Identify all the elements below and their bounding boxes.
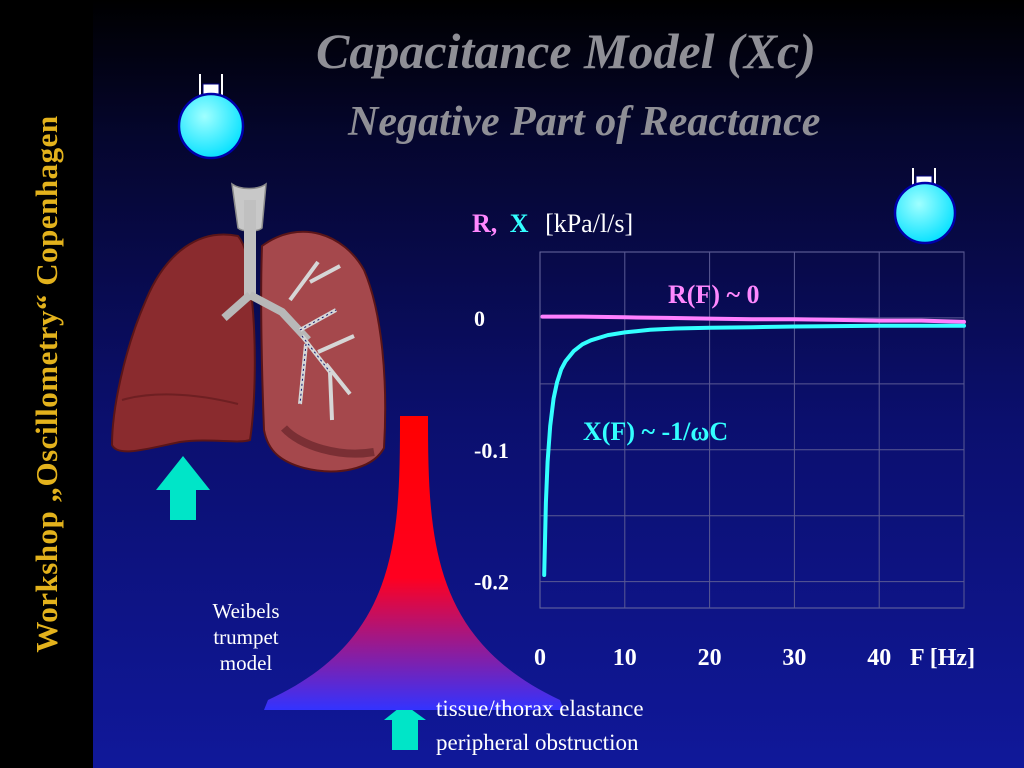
sidebar-banner: Workshop „Oscillometry“ Copenhagen: [0, 0, 93, 768]
chart-plot: 0 10 20 30 40 0 -0.1 -0.2: [474, 251, 966, 671]
x-axis-title: F [Hz]: [910, 645, 975, 671]
chart-series: [540, 314, 966, 577]
small-flask-icon: [893, 168, 957, 245]
tissue-label: tissue/thorax elastance peripheral obstr…: [436, 692, 644, 760]
weibel-line: model: [219, 651, 273, 675]
up-arrow-icon: [156, 456, 210, 520]
y-tick-label: 0: [474, 306, 485, 331]
y-axis-title-r: R,: [472, 209, 497, 238]
series-label-r: R(F) ~ 0: [668, 280, 760, 309]
y-tick-label: -0.2: [474, 570, 509, 595]
x-tick-label: 40: [867, 645, 891, 671]
tissue-line: peripheral obstruction: [436, 730, 639, 755]
x-tick-label: 30: [782, 645, 806, 671]
x-tick-label: 20: [698, 645, 722, 671]
slide-title: Capacitance Model (Xc): [316, 23, 816, 79]
tissue-line: tissue/thorax elastance: [436, 696, 644, 721]
series-line-x: [542, 323, 966, 577]
x-tick-label: 0: [534, 645, 546, 671]
weibel-line: trumpet: [213, 625, 279, 649]
y-axis-title: R, X [kPa/l/s]: [472, 209, 633, 238]
chart-ticks: 0 10 20 30 40 0 -0.1 -0.2: [474, 306, 891, 671]
series-label-x: X(F) ~ -1/ωC: [583, 417, 728, 446]
series-line-r: [540, 314, 966, 324]
up-arrow-icon: [384, 704, 426, 750]
weibel-line: Weibels: [212, 599, 280, 623]
y-axis-title-x: X: [510, 209, 529, 238]
lungs-icon: [110, 182, 387, 473]
x-tick-label: 10: [613, 645, 637, 671]
weibel-label: Weibels trumpet model: [186, 598, 306, 676]
y-axis-title-unit: [kPa/l/s]: [545, 209, 633, 238]
slide-subtitle: Negative Part of Reactance: [348, 99, 821, 145]
y-tick-label: -0.1: [474, 438, 509, 463]
weibel-trumpet: [264, 416, 564, 710]
round-flask-icon: [177, 74, 245, 160]
